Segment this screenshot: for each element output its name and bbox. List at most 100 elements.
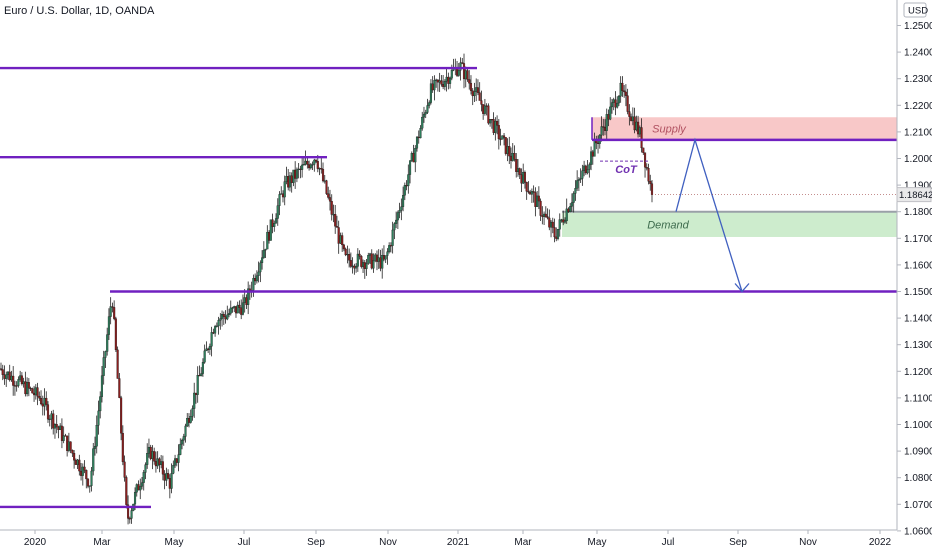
candle-body: [147, 446, 151, 454]
candle-body: [523, 172, 526, 183]
candle-body: [151, 451, 154, 459]
candle-body: [137, 484, 140, 491]
time-axis[interactable]: 2020 Mar May Jul Sep Nov 2021 Mar May Jul Sep Nov 20…: [0, 529, 897, 548]
candle-body: [562, 219, 565, 223]
candle-body: [212, 332, 215, 334]
candle-body: [337, 227, 340, 244]
time-tick-label: 2022: [869, 537, 892, 548]
candle-body: [27, 382, 30, 389]
candle-body: [563, 220, 567, 223]
candle-body: [502, 135, 506, 138]
candle-body: [196, 375, 199, 395]
candle-body: [34, 387, 37, 396]
candle-body: [638, 127, 641, 135]
candle-body: [217, 320, 220, 327]
price-axis[interactable]: 1.25000 1.24000 1.23000 1.22000 1.21000 1.200…: [896, 0, 932, 537]
candle-body: [637, 121, 640, 135]
candle-body: [179, 443, 182, 455]
candle-body: [198, 375, 201, 377]
candle-body: [102, 357, 105, 376]
candle-body: [306, 160, 309, 165]
candle-body: [149, 446, 152, 459]
candle-body: [529, 191, 532, 195]
candle-body: [281, 193, 285, 198]
candle-body: [229, 307, 232, 314]
candle-body: [222, 314, 225, 317]
candle-body: [462, 63, 466, 80]
candle-body: [375, 254, 379, 262]
candle-body: [191, 408, 194, 417]
candle-body: [66, 435, 69, 451]
candle-body: [468, 79, 471, 84]
candle-body: [92, 448, 95, 472]
candle-body: [60, 425, 63, 441]
candle-body: [297, 168, 300, 170]
candle-body: [534, 192, 537, 207]
candle-body: [436, 79, 439, 83]
candle-body: [633, 116, 636, 131]
candle-body: [304, 160, 307, 165]
candle-body: [576, 180, 579, 189]
candle-body: [207, 348, 210, 350]
projection-path: [675, 137, 743, 292]
price-tick-label: 1.16000: [904, 260, 932, 271]
candle-body: [612, 99, 615, 103]
candle-body: [643, 152, 647, 168]
candle-body: [313, 159, 316, 165]
time-tick-label: Mar: [93, 537, 111, 548]
candle-body: [255, 275, 258, 282]
candle-body: [628, 111, 631, 117]
candle-body: [511, 153, 514, 161]
candle-body: [271, 219, 274, 227]
candle-body: [473, 91, 476, 97]
candle-body: [203, 350, 206, 363]
candle-body: [1, 369, 4, 375]
zone-supply: [592, 117, 897, 140]
candle-body: [607, 114, 610, 120]
candle-body: [398, 210, 401, 213]
candle-body: [341, 235, 344, 246]
candle-body: [457, 70, 460, 76]
candle-body: [318, 168, 321, 170]
candle-body: [168, 478, 171, 489]
candle-body: [83, 466, 86, 471]
candle-body: [165, 473, 168, 481]
candle-body: [19, 375, 22, 380]
candle-body: [236, 304, 239, 314]
candle-body: [107, 316, 110, 335]
price-tick-label: 1.25000: [904, 21, 932, 32]
candle-body: [64, 435, 67, 437]
candle-body: [367, 255, 370, 264]
levels[interactable]: [0, 66, 897, 509]
time-tick-label: Jul: [662, 537, 675, 548]
candle-body: [214, 326, 217, 334]
candle-body: [464, 70, 467, 80]
symbol-title: Euro / U.S. Dollar, 1D, OANDA: [4, 5, 155, 17]
candle-body: [546, 216, 549, 219]
candle-body: [135, 484, 138, 493]
candle-body: [558, 219, 561, 230]
candle-body: [605, 114, 608, 131]
price-tick-label: 1.21000: [904, 127, 932, 138]
candle-body: [623, 90, 626, 93]
candle-body: [509, 155, 513, 161]
candle-body: [429, 83, 432, 103]
candle-body: [419, 128, 422, 139]
candle-body: [36, 387, 39, 397]
candle-body: [405, 185, 408, 187]
price-tick-label: 1.13000: [904, 340, 932, 351]
candle-body: [339, 235, 342, 244]
price-tick-label: 1.18000: [904, 207, 932, 218]
candle-body: [308, 164, 311, 169]
candle-body: [386, 251, 389, 256]
zone-label-demand: Demand: [647, 219, 689, 231]
candle-body: [99, 396, 102, 412]
time-tick-label: Sep: [307, 537, 325, 548]
candle-body: [489, 119, 492, 124]
candle-body: [490, 119, 493, 121]
candle-body: [227, 313, 231, 316]
candle-body: [245, 297, 248, 305]
candle-body: [80, 470, 83, 476]
candle-body: [504, 137, 507, 154]
